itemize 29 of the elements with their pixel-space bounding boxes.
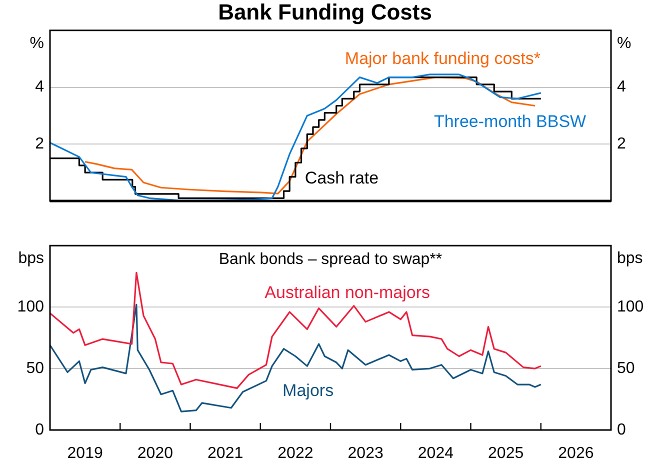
- x-tick-label: 2019: [67, 445, 103, 459]
- chart-title: Bank Funding Costs: [218, 0, 432, 24]
- series-label: Australian non-majors: [264, 283, 430, 302]
- y-tick-label: 4: [35, 78, 44, 96]
- x-tick-label: 2026: [558, 445, 594, 459]
- y-tick-label: 0: [35, 421, 44, 438]
- series-label: Cash rate: [304, 168, 379, 188]
- x-tick-label: 2023: [348, 445, 384, 459]
- series-label: Major bank funding costs*: [344, 49, 541, 68]
- y2-tick-label: 50: [617, 360, 635, 377]
- y2-axis-title: bps: [617, 250, 643, 268]
- chart-title: Bank bonds – spread to swap**: [218, 251, 442, 268]
- y2-tick-label: 0: [617, 421, 626, 438]
- series-label: Majors: [282, 380, 334, 400]
- y-tick-label: 50: [26, 360, 44, 377]
- y2-tick-label: 100: [617, 298, 644, 316]
- x-tick-label: 2020: [137, 445, 174, 459]
- y-axis-title: %: [30, 34, 44, 52]
- x-tick-label: 2024: [418, 445, 454, 459]
- y-tick-label: 100: [17, 298, 44, 316]
- series-label: Three-month BBSW: [434, 112, 586, 132]
- y-tick-label: 2: [35, 136, 44, 153]
- x-tick-label: 2022: [278, 445, 314, 459]
- x-tick-label: 2025: [488, 445, 524, 459]
- y-axis-title: bps: [18, 250, 44, 268]
- x-tick-label: 2021: [208, 445, 244, 459]
- y2-tick-label: 4: [617, 78, 626, 96]
- y2-axis-title: %: [617, 34, 632, 52]
- y2-tick-label: 2: [617, 136, 626, 153]
